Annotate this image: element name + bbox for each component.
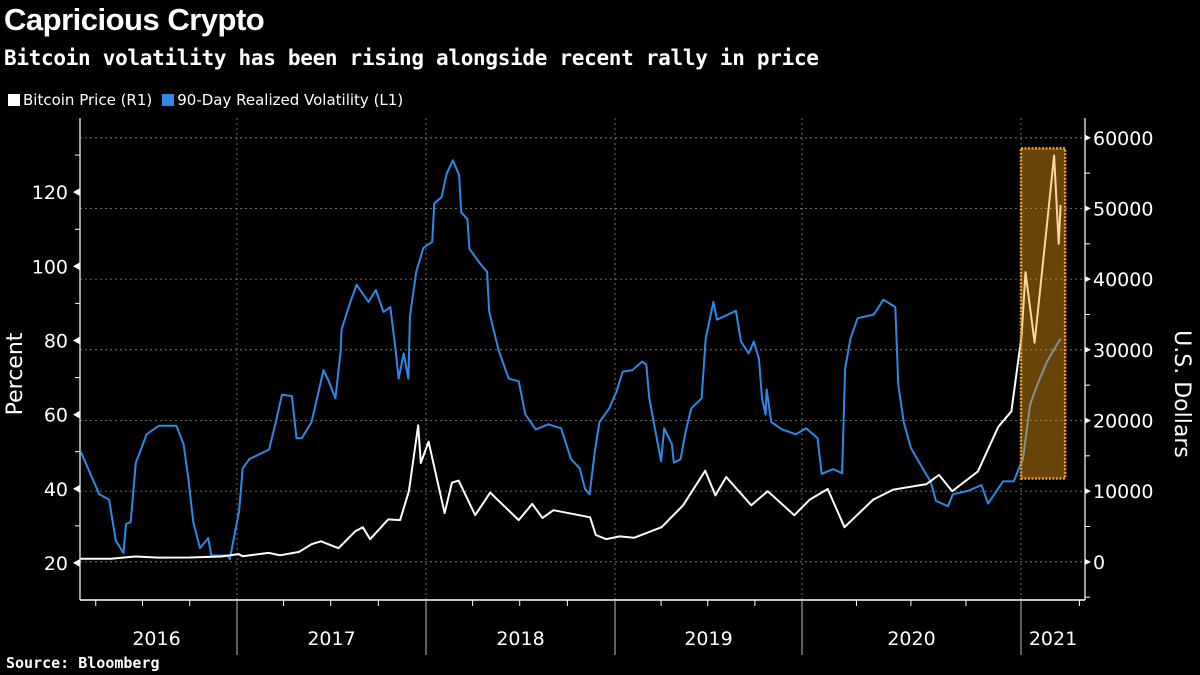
left-tick-marker — [73, 484, 80, 493]
right-tick-marker — [1085, 346, 1091, 353]
left-axis-tick-label: 120 — [32, 182, 68, 204]
x-axis-tick-label: 2021 — [1029, 628, 1077, 650]
right-tick-marker — [1085, 488, 1091, 495]
legend-swatch-price — [8, 94, 20, 106]
legend-item-volatility: 90-Day Realized Volatility (L1) — [162, 91, 403, 109]
x-axis-tick-label: 2018 — [496, 628, 544, 650]
legend-item-bitcoin-price: Bitcoin Price (R1) — [8, 91, 152, 109]
x-axis-tick-label: 2019 — [684, 628, 732, 650]
right-axis-tick-label: 0 — [1093, 552, 1105, 574]
right-axis-tick-label: 50000 — [1093, 198, 1153, 220]
right-axis-title: U.S. Dollars — [1169, 330, 1194, 458]
x-axis-tick-label: 2016 — [132, 628, 180, 650]
right-axis-tick-label: 60000 — [1093, 128, 1153, 150]
legend: Bitcoin Price (R1) 90-Day Realized Volat… — [8, 91, 403, 109]
left-axis-tick-label: 20 — [44, 553, 68, 575]
x-axis-tick-label: 2020 — [887, 628, 935, 650]
right-tick-marker — [1085, 205, 1091, 212]
left-axis-title: Percent — [3, 332, 28, 415]
right-tick-marker — [1085, 276, 1091, 283]
right-tick-marker — [1085, 417, 1091, 424]
left-tick-marker — [73, 188, 80, 197]
right-axis-tick-label: 20000 — [1093, 410, 1153, 432]
right-tick-marker — [1085, 558, 1091, 565]
legend-label-price: Bitcoin Price (R1) — [23, 91, 153, 109]
right-axis-tick-label: 10000 — [1093, 481, 1153, 503]
legend-label-volatility: 90-Day Realized Volatility (L1) — [177, 91, 404, 109]
highlight-box — [1019, 147, 1067, 480]
left-axis-tick-label: 100 — [32, 256, 68, 278]
legend-swatch-volatility — [162, 94, 175, 106]
left-axis-tick-label: 60 — [44, 405, 68, 427]
source-note: Source: Bloomberg — [6, 654, 160, 672]
chart-title: Capricious Crypto — [4, 2, 265, 37]
right-axis-tick-label: 40000 — [1093, 269, 1153, 291]
left-tick-marker — [73, 558, 80, 567]
left-axis-tick-label: 40 — [44, 479, 68, 501]
left-tick-marker — [73, 336, 80, 345]
price-line — [79, 154, 1062, 560]
volatility-line — [79, 159, 1062, 561]
chart-subtitle: Bitcoin volatility has been rising along… — [4, 46, 819, 70]
left-tick-marker — [73, 410, 80, 419]
x-axis-tick-label: 2017 — [307, 628, 355, 650]
right-tick-marker — [1085, 134, 1091, 141]
left-tick-marker — [73, 262, 80, 271]
right-axis-tick-label: 30000 — [1093, 340, 1153, 362]
left-axis-tick-label: 80 — [44, 330, 68, 352]
